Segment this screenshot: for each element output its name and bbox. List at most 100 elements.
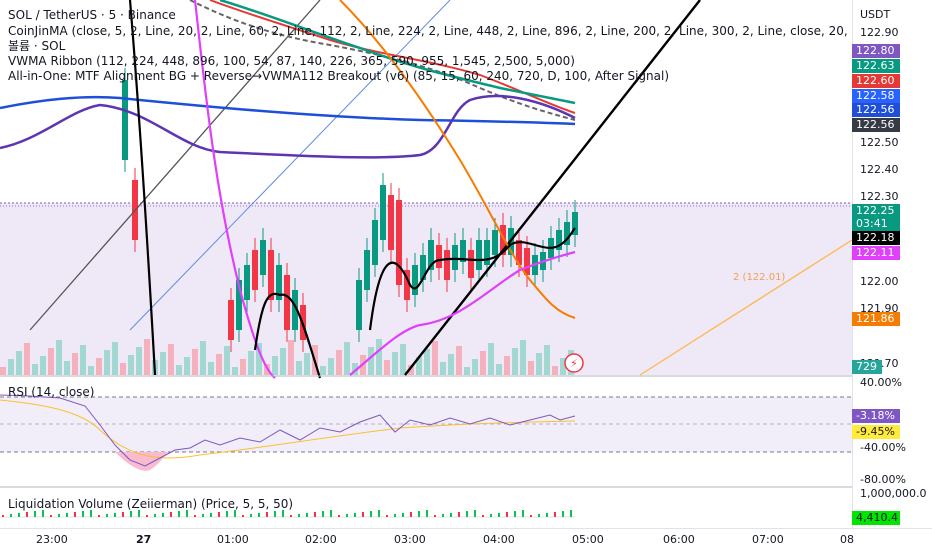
coinjin-legend[interactable]: CoinJinMA (close, 5, 2, Line, 20, 2, Lin…	[8, 24, 863, 38]
symbol-legend[interactable]: SOL / TetherUS · 5 · Binance	[8, 8, 176, 22]
liquidation-bar	[450, 513, 452, 517]
volume-bar	[488, 343, 494, 375]
volume-bar	[424, 349, 430, 375]
level-label: 2 (122.01)	[733, 272, 785, 283]
time-label: 08	[840, 533, 854, 546]
candle	[492, 230, 498, 255]
time-axis[interactable]	[0, 528, 932, 551]
price-axis-label: 121.90	[860, 302, 899, 315]
time-label: 02:00	[305, 533, 337, 546]
main-chart-area[interactable]: 2 (122.01) ⚡	[0, 0, 852, 528]
volume-bar	[200, 341, 206, 375]
time-label: 06:00	[663, 533, 695, 546]
volume-bar	[48, 348, 54, 375]
liquidation-bar	[250, 514, 252, 517]
ma-orange	[339, 0, 576, 319]
liquidation-bar	[282, 510, 284, 517]
volume-bar	[56, 340, 62, 375]
time-label: 03:00	[394, 533, 426, 546]
liquidation-bar	[546, 513, 548, 517]
liquidation-bar	[146, 515, 148, 517]
allinone-legend[interactable]: All-in-One: MTF Alignment BG + Reverse→V…	[8, 69, 670, 83]
price-axis-label: 122.40	[860, 163, 899, 176]
liquidation-bar	[50, 515, 52, 517]
price-axis-label: 122.50	[860, 136, 899, 149]
volume-bar	[232, 367, 238, 375]
liquidation-bar	[562, 511, 564, 517]
volume-legend[interactable]: 볼륨 · SOL	[8, 39, 66, 53]
liquidation-bar	[234, 510, 236, 517]
volume-bar	[72, 353, 78, 375]
volume-bar	[208, 362, 214, 375]
candle	[122, 80, 128, 160]
candle	[452, 245, 458, 270]
price-axis-label: 122.90	[860, 26, 899, 39]
liquidation-bar	[58, 514, 60, 517]
volume-bar	[160, 352, 166, 375]
liquidation-bar	[490, 514, 492, 517]
liquidation-bar	[338, 515, 340, 517]
volume-bar	[16, 351, 22, 375]
liquidation-bar	[218, 512, 220, 517]
volume-bar	[80, 345, 86, 375]
liquidation-bar	[98, 515, 100, 517]
price-tag: 122.56	[852, 103, 900, 117]
volume-bar	[304, 353, 310, 375]
candle	[364, 250, 370, 290]
volume-bar	[256, 343, 262, 375]
volume-bar	[344, 342, 350, 375]
liquidation-bar	[442, 514, 444, 517]
liquidation-bar	[402, 513, 404, 517]
liquidation-bar	[322, 511, 324, 517]
liquidation-bar	[370, 511, 372, 517]
countdown-tag: 03:41	[852, 217, 900, 231]
liquidation-bar	[482, 515, 484, 517]
liquidation-bar	[34, 511, 36, 517]
ma-black-fast	[128, 0, 576, 379]
liquidation-bar	[202, 514, 204, 517]
price-axis[interactable]	[852, 0, 932, 528]
liquidation-bar	[106, 514, 108, 517]
liquidation-bar	[2, 515, 4, 517]
liquidation-title[interactable]: Liquidation Volume (Zeiierman) (Price, 5…	[8, 497, 294, 511]
price-tag: 122.63	[852, 59, 900, 73]
liquidation-axis-label: 1,000,000.0	[860, 487, 927, 500]
candle	[572, 212, 578, 235]
candle	[284, 275, 290, 330]
liquidation-bar	[258, 513, 260, 517]
liquidation-bar	[194, 515, 196, 517]
volume-bar	[224, 346, 230, 375]
volume-bar	[400, 344, 406, 375]
trendline-grey	[29, 0, 321, 331]
candle	[556, 230, 562, 250]
liquidation-bar	[10, 514, 12, 517]
liquidation-bar	[386, 515, 388, 517]
volume-bar	[328, 358, 334, 375]
last-price-tag: 122.25	[852, 204, 900, 218]
liquidation-bar	[418, 511, 420, 517]
ma-magenta-lower	[349, 250, 576, 376]
candle	[484, 240, 490, 265]
liquidation-bar	[306, 513, 308, 517]
candle	[236, 280, 242, 330]
price-axis-label: 122.00	[860, 275, 899, 288]
time-label: 04:00	[483, 533, 515, 546]
liquidation-bar	[114, 513, 116, 517]
rsi-title[interactable]: RSI (14, close)	[8, 385, 95, 399]
liquidation-bar	[378, 510, 380, 517]
volume-bar	[240, 359, 246, 375]
price-tag: 122.18	[852, 231, 900, 245]
liquidation-bar	[522, 510, 524, 517]
liquidation-bar	[138, 510, 140, 517]
volume-bar	[528, 361, 534, 375]
volume-bar	[144, 339, 150, 375]
candle	[372, 220, 378, 265]
liquidation-bar	[538, 514, 540, 517]
liquidation-bar	[474, 510, 476, 517]
volume-bar	[272, 356, 278, 375]
volume-bar	[176, 365, 182, 375]
volume-bar	[248, 351, 254, 375]
price-tag: 122.11	[852, 246, 900, 260]
vwma-legend[interactable]: VWMA Ribbon (112, 224, 448, 896, 100, 54…	[8, 54, 575, 68]
liquidation-bar	[554, 512, 556, 517]
